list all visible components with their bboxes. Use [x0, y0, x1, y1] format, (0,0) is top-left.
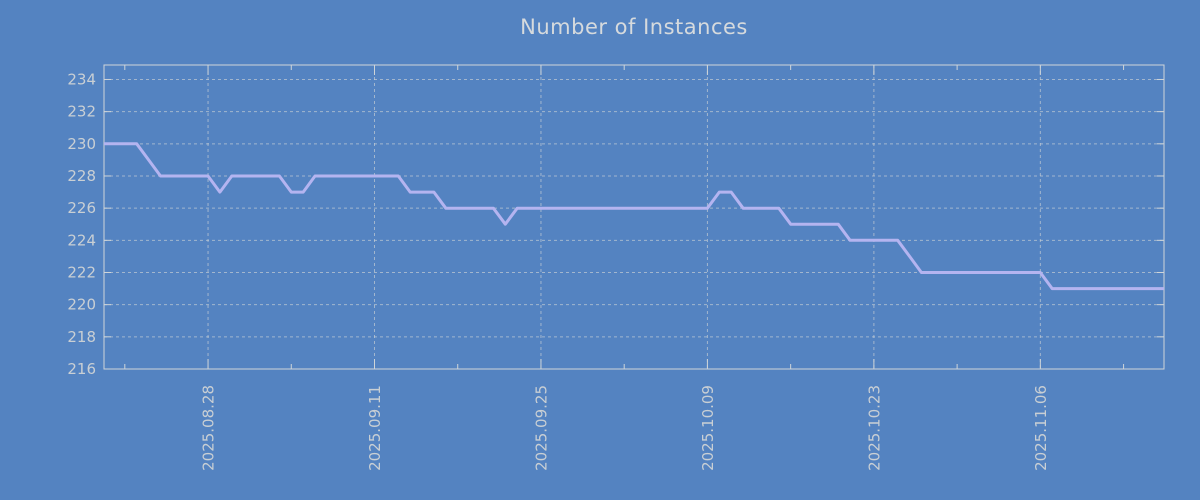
y-tick-label: 220 [67, 296, 96, 314]
x-tick-label: 2025.09.11 [366, 385, 384, 471]
y-tick-label: 226 [67, 199, 96, 217]
y-tick-label: 218 [67, 328, 96, 346]
y-tick-label: 230 [67, 135, 96, 153]
x-tick-label: 2025.08.28 [200, 385, 218, 471]
y-tick-label: 228 [67, 167, 96, 185]
x-tick-label: 2025.10.09 [699, 385, 717, 471]
series-line [104, 142, 1164, 291]
chart-title: Number of Instances [520, 15, 748, 39]
y-tick-label: 224 [67, 231, 96, 249]
plot-border [103, 64, 1165, 370]
y-tick-label: 222 [67, 263, 96, 281]
y-tick-label: 234 [67, 70, 96, 88]
x-tick-label: 2025.09.25 [532, 385, 550, 471]
x-tick-label: 2025.11.06 [1032, 385, 1050, 471]
x-tick-label: 2025.10.23 [865, 385, 883, 471]
y-tick-label: 232 [67, 103, 96, 121]
y-tick-label: 216 [67, 360, 96, 378]
